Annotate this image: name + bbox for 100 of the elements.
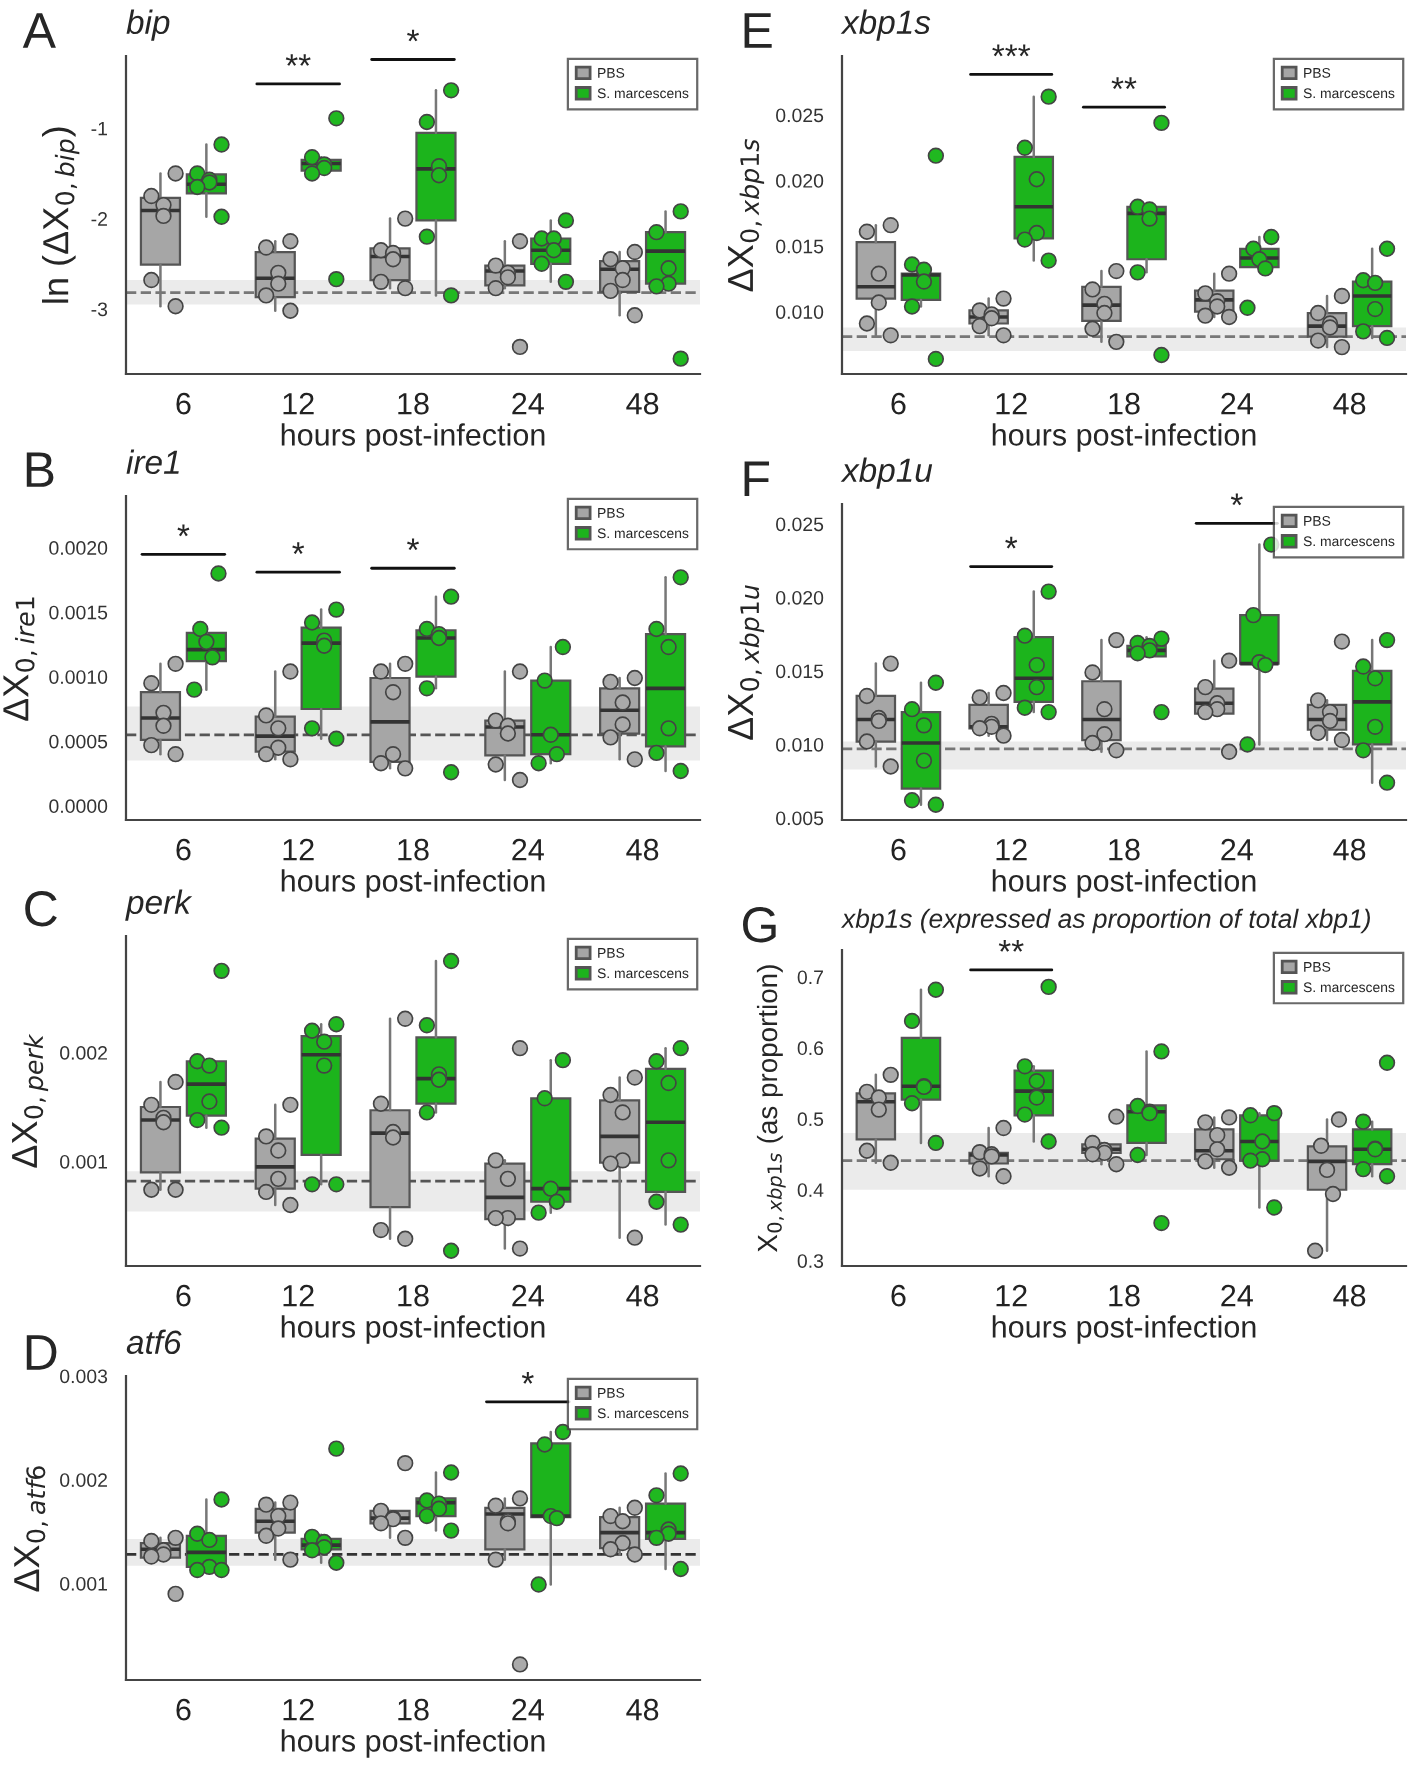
x-tick-label: 12 [996,1284,1027,1307]
chart-title: xbp1u [840,457,933,489]
y-tick-label: 0.001 [60,1576,107,1591]
x-tick-label: 12 [283,392,314,415]
y-tick-label: 0.005 [776,811,824,826]
x-tick-label: 18 [398,392,429,415]
x-axis-title: hours post-infection [281,1315,545,1344]
x-tick-label: 6 [891,392,906,415]
x-tick-label: 48 [626,392,659,415]
annotation: ** [285,54,311,66]
y-axis-title: ΔX$_{0,ire1}$ [3,597,38,721]
x-tick-label: 24 [1221,392,1253,415]
y-tick-label: 0.5 [797,1112,824,1127]
x-tick-label: 48 [626,1284,659,1307]
y-tick-label: 0.0000 [49,799,108,814]
x-tick-label: 24 [512,838,544,861]
annotation: * [1230,493,1243,506]
annotation: ** [998,940,1024,952]
y-tick-label: 0.0015 [49,605,108,620]
y-axis-title: ΔX$_{0,atf6}$ [14,1466,48,1592]
chart-title: xbp1s (expressed as proportion of total xbp1) [840,908,1370,934]
x-tick-label: 24 [512,1284,544,1307]
x-tick-label: 24 [1221,838,1253,861]
x-tick-label: 24 [512,1698,544,1721]
x-tick-label: 12 [996,392,1027,415]
y-tick-label: 0.002 [60,1046,107,1060]
y-tick-label: 0.7 [797,970,823,985]
chart-title: perk [125,889,193,921]
text: E [744,13,772,48]
y-tick-label: 0.015 [776,664,824,679]
x-tick-label: 48 [1333,392,1366,415]
x-tick-label: 12 [283,1698,314,1721]
y-tick-label: 0.0005 [49,734,108,749]
annotation: * [1005,536,1018,549]
x-axis-title: hours post-infection [281,423,545,452]
y-tick-label: 0.025 [776,517,824,532]
x-tick-label: 12 [283,1284,314,1307]
x-tick-label: 12 [996,838,1027,861]
annotation: * [407,538,419,551]
x-tick-label: 6 [176,392,191,415]
y-tick-label: 0.3 [797,1254,824,1268]
text: B [26,452,54,487]
annotation: *** [992,44,1031,57]
x-tick-label: 6 [176,1284,191,1307]
x-tick-label: 18 [1109,838,1140,861]
y-tick-label: 0.015 [776,239,824,254]
x-tick-label: 18 [398,1698,429,1721]
x-axis-title: hours post-infection [992,869,1256,898]
x-tick-label: 6 [176,838,191,861]
x-tick-label: 6 [891,838,906,861]
x-tick-label: 18 [1109,392,1140,415]
y-tick-label: 0.001 [60,1154,107,1169]
y-tick-label: 0.003 [60,1369,108,1384]
x-tick-label: 6 [176,1698,191,1721]
y-tick-label: -2 [91,212,107,226]
chart-title: ire1 [126,449,179,475]
y-axis-title: ΔX$_{0,xbp1u}$ [728,585,765,740]
x-tick-label: 48 [626,838,659,861]
x-axis-title: hours post-infection [992,1315,1256,1344]
y-tick-label: 0.020 [776,174,824,188]
y-tick-label: 0.025 [776,108,824,123]
text: D [26,1335,57,1370]
x-tick-label: 24 [1221,1284,1253,1307]
y-tick-label: -3 [91,302,108,317]
x-tick-label: 12 [283,838,314,861]
annotation: * [177,524,190,537]
text: F [744,461,770,496]
y-axis-title: ln (ΔX$_{0,bip}$) [41,127,80,303]
y-tick-label: 0.002 [60,1473,107,1487]
y-tick-label: 0.010 [776,305,824,319]
y-tick-label: 0.0010 [49,670,108,684]
text: * [407,29,419,42]
x-tick-label: 24 [512,392,544,415]
chart-title: xbp1s [840,9,931,41]
y-axis-title: ΔX$_{0,perk}$ [12,1033,49,1168]
x-tick-label: 18 [398,1284,429,1307]
y-tick-label: 0.010 [776,737,824,752]
y-axis-title: ΔX$_{0,xbp1s}$ [728,139,765,292]
y-tick-label: 0.0020 [49,541,108,555]
x-tick-label: 48 [1333,838,1366,861]
chart-title: bip [126,9,170,41]
x-tick-label: 18 [1109,1284,1140,1307]
x-tick-label: 48 [1333,1284,1366,1307]
text: G [743,907,776,943]
x-axis-title: hours post-infection [281,1729,545,1758]
text: A [22,13,56,48]
text: C [25,891,57,927]
y-tick-label: -1 [91,121,107,136]
x-tick-label: 6 [891,1284,906,1307]
annotation: ** [1111,77,1137,90]
y-tick-label: 0.4 [797,1183,824,1197]
x-axis-title: hours post-infection [281,869,545,898]
x-tick-label: 18 [398,838,429,861]
y-axis-title: X$_{0,xbp1s}$ (as proportion) [756,965,786,1252]
annotation: * [292,542,305,554]
y-tick-label: 0.6 [797,1041,824,1056]
x-tick-label: 48 [626,1698,659,1721]
annotation: * [521,1371,534,1384]
x-axis-title: hours post-infection [992,423,1256,452]
y-tick-label: 0.020 [776,590,824,605]
